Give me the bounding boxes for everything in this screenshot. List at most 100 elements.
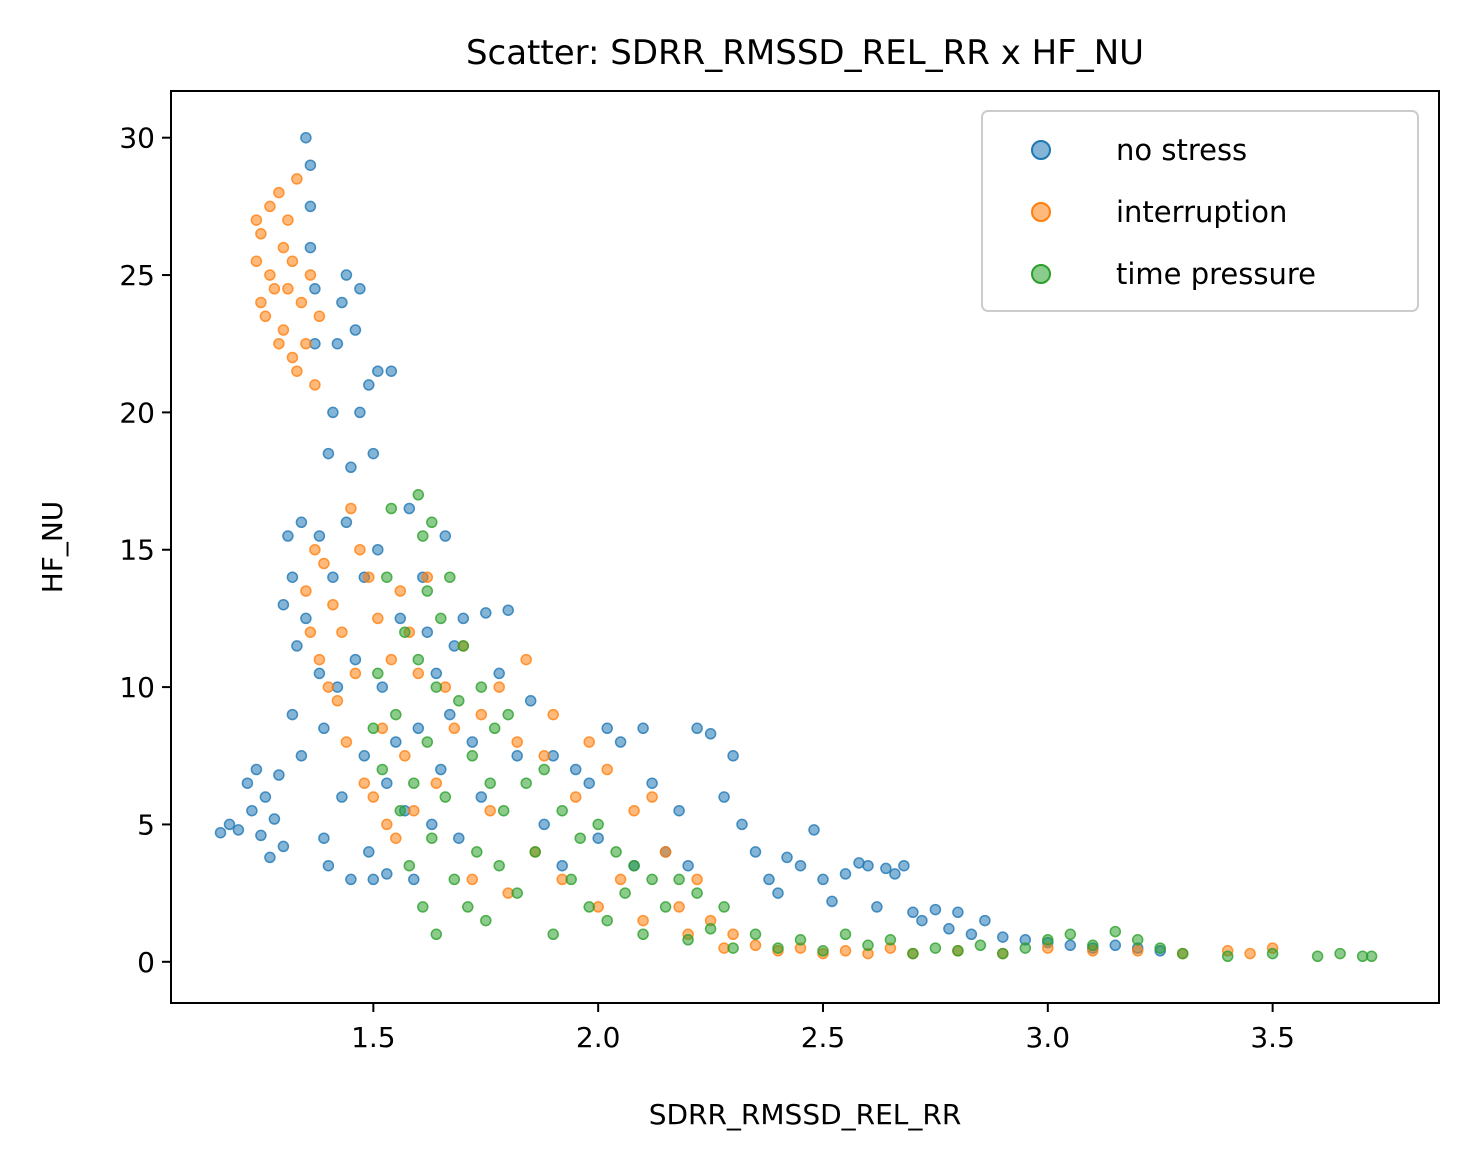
- scatter-point: [246, 804, 258, 817]
- y-tick-label: 30: [119, 122, 155, 155]
- scatter-point: [736, 818, 748, 831]
- scatter-point: [484, 804, 496, 817]
- scatter-point: [430, 667, 443, 680]
- scatter-point: [385, 365, 398, 377]
- scatter-point: [322, 447, 335, 460]
- scatter-point: [349, 324, 362, 336]
- scatter-point: [880, 862, 892, 875]
- legend-label: interruption: [1116, 195, 1287, 229]
- scatter-point: [475, 681, 488, 693]
- scatter-point: [462, 901, 474, 913]
- scatter-point: [291, 365, 303, 377]
- scatter-point: [1131, 934, 1144, 946]
- scatter-point: [282, 214, 294, 226]
- scatter-point: [520, 777, 532, 789]
- scatter-point: [457, 612, 470, 625]
- scatter-point: [794, 934, 807, 946]
- scatter-point: [345, 461, 357, 474]
- scatter-point: [291, 173, 303, 185]
- legend: no stress interruption time pressure: [981, 110, 1419, 312]
- scatter-point: [1019, 942, 1032, 954]
- scatter-point: [282, 530, 294, 542]
- scatter-point: [583, 736, 595, 748]
- scatter-point: [466, 736, 479, 748]
- y-tick-label: 10: [119, 671, 155, 704]
- scatter-point: [691, 722, 703, 735]
- scatter-point: [250, 255, 263, 268]
- scatter-point: [430, 928, 443, 941]
- legend-items: no stress interruption time pressure: [1031, 133, 1316, 291]
- scatter-point: [1221, 950, 1234, 963]
- scatter-point: [480, 607, 492, 619]
- scatter-point: [475, 791, 488, 803]
- scatter-point: [929, 942, 942, 954]
- scatter-point: [817, 873, 829, 886]
- scatter-point: [349, 667, 362, 680]
- scatter-point: [448, 722, 461, 735]
- legend-box: [981, 110, 1419, 312]
- scatter-point: [453, 695, 465, 707]
- y-tick-label: 25: [119, 259, 155, 292]
- scatter-point: [309, 283, 321, 295]
- scatter-point: [646, 777, 658, 789]
- scatter-point: [430, 681, 443, 693]
- scatter-point: [264, 200, 276, 213]
- scatter-point: [354, 543, 366, 556]
- scatter-point: [749, 928, 762, 941]
- scatter-point: [345, 873, 357, 886]
- scatter-point: [313, 667, 326, 680]
- scatter-point: [511, 750, 523, 762]
- scatter-point: [304, 269, 317, 281]
- scatter-point: [1109, 925, 1122, 938]
- scatter-point: [646, 791, 658, 803]
- scatter-point: [304, 159, 317, 171]
- scatter-point: [318, 832, 330, 844]
- scatter-point: [435, 612, 447, 625]
- scatter-point: [493, 681, 505, 693]
- scatter-point: [381, 571, 393, 583]
- scatter-point: [952, 906, 964, 919]
- scatter-point: [372, 365, 384, 377]
- x-tick-label: 3.0: [1026, 1021, 1071, 1054]
- scatter-point: [1244, 947, 1256, 960]
- scatter-point: [538, 818, 550, 831]
- scatter-point: [421, 626, 434, 638]
- scatter-point: [794, 859, 807, 872]
- scatter-point: [286, 255, 299, 268]
- scatter-point: [583, 901, 595, 913]
- scatter-point: [943, 923, 955, 935]
- scatter-point: [704, 923, 717, 935]
- y-tick-label: 5: [137, 808, 155, 841]
- y-axis: 0 5 10 15 20 25 30: [119, 122, 171, 979]
- scatter-point: [313, 310, 326, 323]
- scatter-point: [295, 516, 308, 529]
- scatter-point: [1266, 947, 1279, 960]
- x-tick-label: 1.5: [351, 1021, 396, 1054]
- scatter-point: [412, 722, 425, 735]
- scatter-point: [772, 942, 784, 954]
- scatter-point: [592, 818, 604, 831]
- scatter-point: [614, 873, 627, 886]
- x-axis-label: SDRR_RMSSD_REL_RR: [649, 1098, 962, 1131]
- x-tick-label: 3.5: [1250, 1021, 1295, 1054]
- scatter-point: [916, 914, 928, 927]
- x-tick-label: 2.0: [576, 1021, 621, 1054]
- scatter-point: [979, 914, 991, 927]
- scatter-point: [727, 750, 739, 762]
- scatter-point: [255, 829, 267, 842]
- scatter-point: [691, 873, 703, 886]
- scatter-point: [430, 777, 443, 789]
- scatter-point: [1131, 945, 1144, 957]
- scatter-point: [367, 873, 380, 886]
- scatter-point: [637, 722, 649, 735]
- scatter-point: [556, 859, 568, 872]
- scatter-point: [282, 283, 294, 295]
- scatter-point: [637, 914, 649, 927]
- scatter-point: [1042, 934, 1054, 946]
- scatter-point: [444, 708, 456, 721]
- scatter-point: [817, 945, 829, 957]
- points-layer: [214, 131, 1378, 963]
- scatter-point: [255, 296, 267, 309]
- scatter-point: [390, 708, 402, 721]
